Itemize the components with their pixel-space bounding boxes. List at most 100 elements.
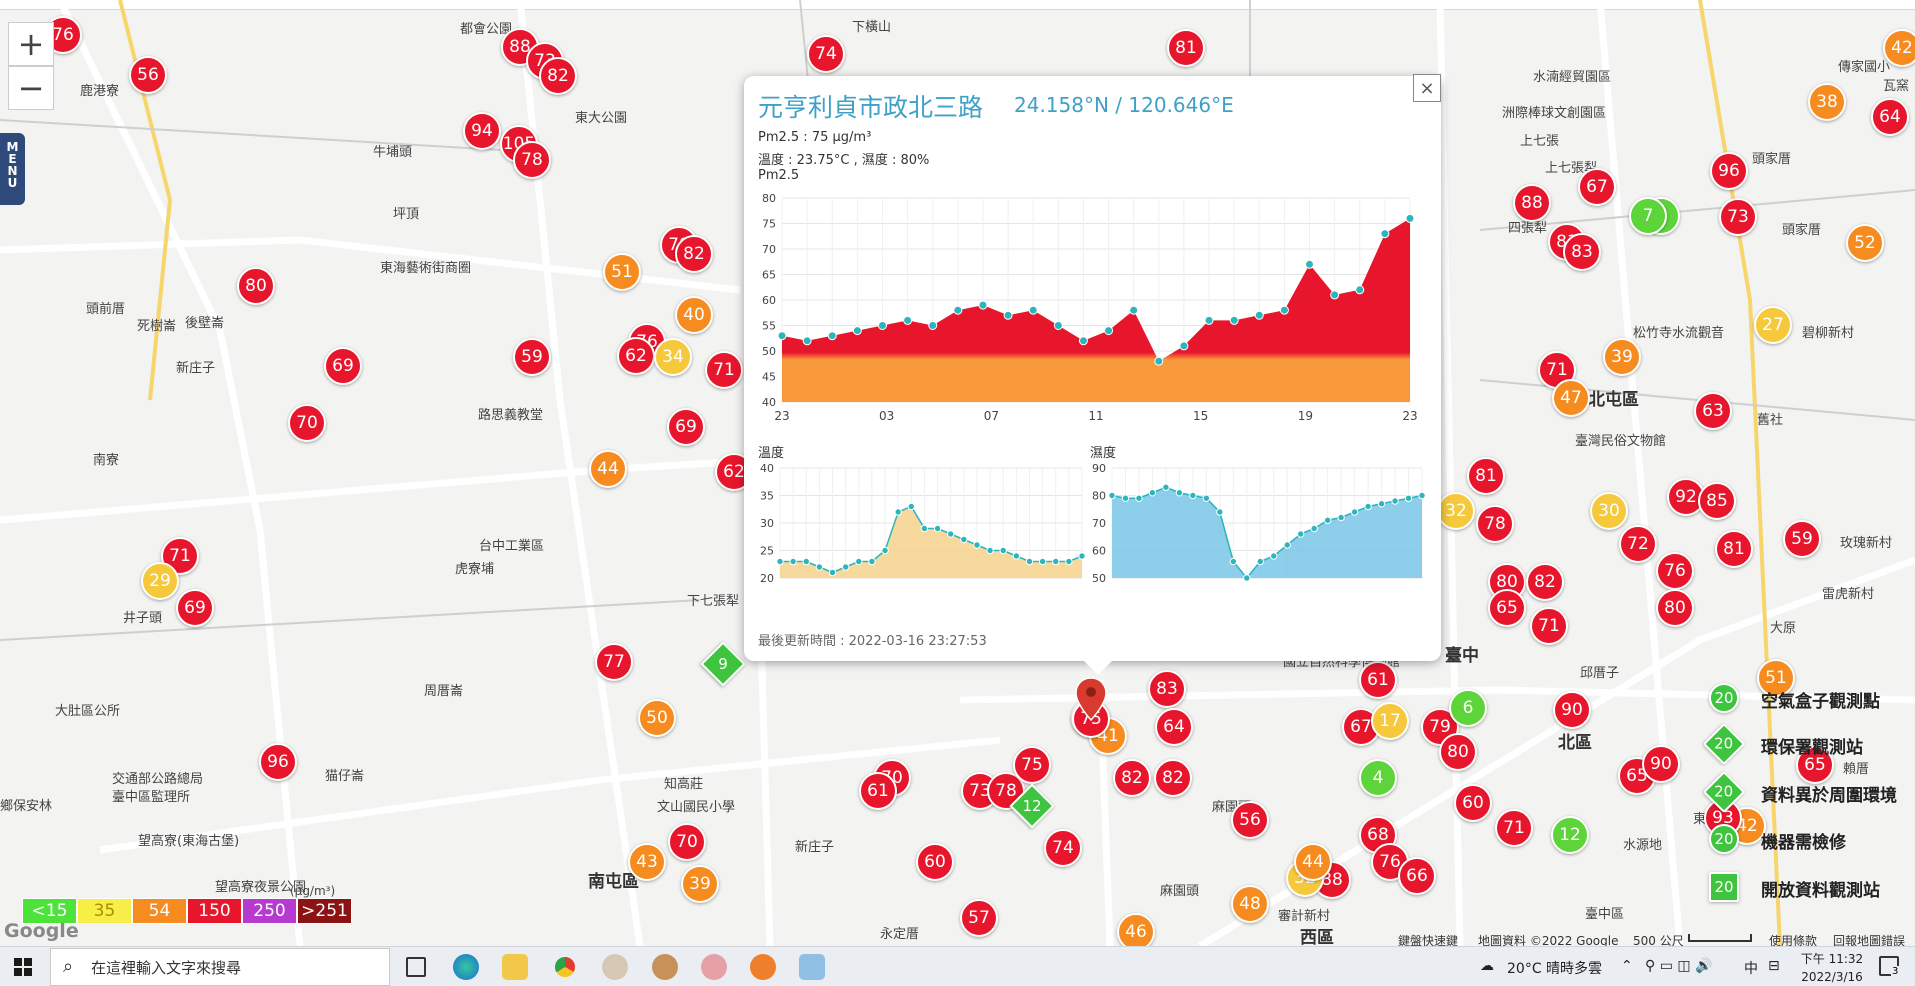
sensor-marker[interactable]: 90	[1553, 691, 1591, 729]
clock[interactable]: 下午 11:32 2022/3/16	[1800, 950, 1864, 984]
keyboard-shortcuts-link[interactable]: 鍵盤快速鍵	[1398, 934, 1459, 946]
sensor-marker[interactable]: 77	[595, 643, 633, 681]
sensor-marker[interactable]: 66	[1398, 857, 1436, 895]
sensor-marker[interactable]: 78	[1476, 505, 1514, 543]
sensor-marker[interactable]: 65	[1488, 589, 1526, 627]
sensor-marker[interactable]: 38	[1808, 83, 1846, 121]
sensor-marker[interactable]: 75	[1013, 746, 1051, 784]
start-button[interactable]	[14, 958, 32, 976]
sensor-marker[interactable]: 65	[1796, 746, 1834, 784]
sensor-marker[interactable]: 82	[1113, 759, 1151, 797]
sensor-marker[interactable]: 69	[324, 347, 362, 385]
sensor-marker[interactable]: 72	[1619, 525, 1657, 563]
sensor-marker[interactable]: 82	[539, 57, 577, 95]
sensor-marker[interactable]: 71	[1538, 351, 1576, 389]
ime-indicator[interactable]: 中	[1744, 961, 1758, 977]
sensor-marker[interactable]: 44	[589, 450, 627, 488]
sensor-marker[interactable]: 12	[1551, 816, 1589, 854]
sensor-marker[interactable]: 43	[628, 843, 666, 881]
blender-icon[interactable]	[750, 954, 776, 980]
sensor-marker[interactable]: 90	[1642, 745, 1680, 783]
sensor-marker[interactable]: 82	[675, 235, 713, 273]
sensor-marker[interactable]: 71	[1530, 607, 1568, 645]
sensor-marker[interactable]: 39	[1603, 338, 1641, 376]
sensor-marker[interactable]: 42	[1883, 29, 1915, 67]
sensor-marker[interactable]: 6	[1449, 689, 1487, 727]
sensor-marker[interactable]: 73	[1719, 198, 1757, 236]
sensor-marker[interactable]: 48	[1231, 885, 1269, 923]
weather-icon[interactable]: ☁	[1480, 958, 1494, 974]
system-tray-icons[interactable]: ⚲ ▭ ◫ 🔊	[1645, 958, 1713, 974]
sensor-marker[interactable]: 81	[1715, 530, 1753, 568]
sensor-marker[interactable]: 88	[501, 28, 539, 66]
app-compass-icon[interactable]	[602, 954, 628, 980]
app-notes-icon[interactable]	[799, 954, 825, 980]
sensor-marker[interactable]: 94	[463, 112, 501, 150]
sensor-marker[interactable]: 59	[513, 338, 551, 376]
sensor-marker[interactable]: 51	[1757, 659, 1795, 697]
sensor-marker[interactable]: 74	[1044, 829, 1082, 867]
sensor-marker[interactable]: 67	[1578, 168, 1616, 206]
sensor-marker[interactable]: 46	[1117, 913, 1155, 946]
sensor-marker[interactable]: 50	[638, 699, 676, 737]
zoom-in-button[interactable]: +	[8, 22, 54, 66]
file-explorer-icon[interactable]	[502, 954, 528, 980]
sensor-marker[interactable]: 83	[1563, 233, 1601, 271]
sensor-marker[interactable]: 60	[1454, 784, 1492, 822]
app-creature-icon[interactable]	[652, 954, 678, 980]
sensor-marker[interactable]: 7	[1629, 197, 1667, 235]
sensor-marker[interactable]: 81	[1167, 29, 1205, 67]
sensor-marker[interactable]: 80	[1656, 589, 1694, 627]
zoom-out-button[interactable]: −	[8, 66, 54, 110]
sensor-marker[interactable]: 56	[1231, 801, 1269, 839]
selected-location-pin[interactable]	[1074, 676, 1108, 722]
sensor-marker[interactable]: 61	[859, 772, 897, 810]
sensor-marker[interactable]: 51	[603, 253, 641, 291]
sensor-marker[interactable]: 40	[675, 296, 713, 334]
sensor-marker[interactable]: 56	[129, 56, 167, 94]
sensor-marker[interactable]: 71	[705, 351, 743, 389]
sensor-marker[interactable]: 29	[141, 562, 179, 600]
sensor-marker[interactable]: 4	[1359, 759, 1397, 797]
sensor-marker[interactable]: 80	[1439, 733, 1477, 771]
map-canvas[interactable]: 鹿港寮 牛埔頭 坪頂 頭前厝 死樹崙 後壁崙 新庄子 東海藝術街商圈 東大公園 南寮 路思義教堂 台中…	[0, 0, 1915, 946]
sensor-marker[interactable]: 80	[237, 267, 275, 305]
notification-center-icon[interactable]: 3	[1879, 956, 1900, 977]
sensor-marker[interactable]: 62	[617, 337, 655, 375]
sensor-marker[interactable]: 47	[1552, 379, 1590, 417]
sensor-marker[interactable]: 69	[176, 589, 214, 627]
close-popup-button[interactable]: ×	[1413, 74, 1441, 102]
report-map-error-link[interactable]: 回報地圖錯誤	[1833, 934, 1906, 946]
sensor-marker[interactable]: 30	[1590, 492, 1628, 530]
sensor-marker[interactable]: 34	[654, 338, 692, 376]
sensor-marker[interactable]: 88	[1313, 861, 1351, 899]
sensor-marker[interactable]: 82	[1526, 563, 1564, 601]
sensor-marker[interactable]: 88	[1513, 184, 1551, 222]
sensor-marker[interactable]: 96	[259, 743, 297, 781]
sensor-marker[interactable]: 39	[681, 865, 719, 903]
weather-status[interactable]: 20°C 晴時多雲	[1507, 961, 1603, 977]
taskbar-search-box[interactable]: ⌕ 在這裡輸入文字來搜尋	[50, 948, 390, 986]
sensor-marker[interactable]: 64	[1155, 708, 1193, 746]
sensor-marker[interactable]: 57	[960, 899, 998, 937]
sensor-marker[interactable]: 32	[1437, 492, 1475, 530]
sensor-marker[interactable]: 61	[1359, 661, 1397, 699]
sensor-marker[interactable]: 63	[1694, 392, 1732, 430]
sensor-marker[interactable]: 76	[1656, 552, 1694, 590]
sensor-marker[interactable]: 64	[1871, 98, 1909, 136]
chevron-up-icon[interactable]: ⌃	[1621, 958, 1633, 974]
sensor-marker[interactable]: 78	[513, 141, 551, 179]
chrome-icon[interactable]	[552, 954, 578, 980]
sensor-marker[interactable]: 96	[1710, 152, 1748, 190]
sensor-marker[interactable]: 27	[1754, 306, 1792, 344]
sensor-marker[interactable]: 70	[668, 823, 706, 861]
sensor-marker[interactable]: 69	[667, 408, 705, 446]
input-mode-icon[interactable]: ⊟	[1768, 958, 1780, 974]
app-brain-icon[interactable]	[701, 954, 727, 980]
sensor-marker[interactable]: 81	[1467, 457, 1505, 495]
sensor-marker[interactable]: 44	[1294, 843, 1332, 881]
sensor-marker[interactable]: 17	[1371, 702, 1409, 740]
sensor-marker[interactable]: 52	[1846, 224, 1884, 262]
terms-link[interactable]: 使用條款	[1769, 934, 1818, 946]
